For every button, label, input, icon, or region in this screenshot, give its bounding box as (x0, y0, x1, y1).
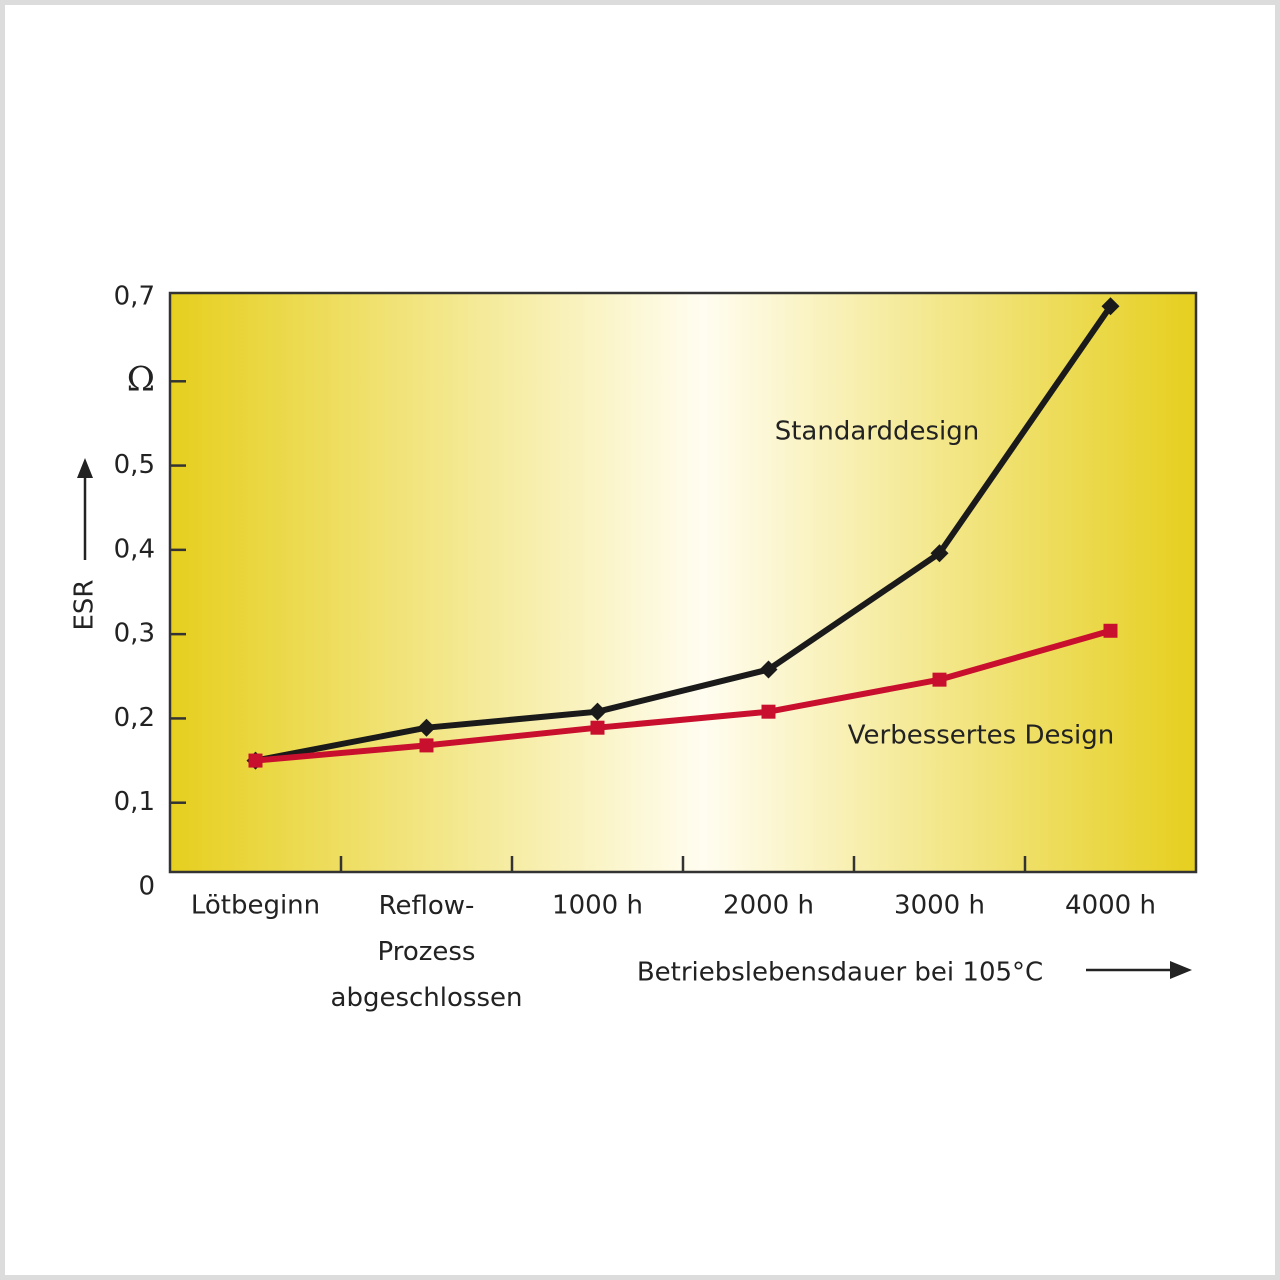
y-tick-label: 0,5 (114, 450, 155, 480)
marker (759, 660, 778, 679)
x-axis-label: Betriebslebensdauer bei 105°C (637, 958, 1043, 988)
y-tick-label: 0 (138, 872, 155, 902)
marker (588, 702, 607, 721)
marker (1101, 297, 1120, 316)
plot-area (168, 291, 1198, 874)
x-tick-label: 4000 h (1065, 891, 1156, 921)
y-axis-arrowhead (77, 458, 93, 478)
y-tick-label: 0,4 (114, 534, 155, 564)
x-axis-arrowhead (1170, 961, 1192, 979)
series-line (254, 304, 1113, 764)
x-tick-label: 1000 h (552, 891, 643, 921)
y-tick-label: 0,3 (114, 619, 155, 649)
x-tick-label: 3000 h (894, 891, 985, 921)
x-tick-label: 2000 h (723, 891, 814, 921)
marker (419, 738, 434, 753)
marker (930, 544, 949, 563)
marker (761, 704, 776, 719)
marker (417, 718, 436, 737)
marker (590, 720, 605, 735)
x-tick-label: Reflow-Prozess abgeschlossen (331, 891, 523, 1013)
x-tick-label: Lötbeginn (191, 891, 320, 921)
y-unit-label: Ω (127, 359, 155, 399)
y-axis-label: ESR (70, 580, 100, 631)
y-tick-label: 0,2 (114, 703, 155, 733)
marker (1103, 623, 1118, 638)
marker (932, 672, 947, 687)
series-line (255, 627, 1112, 764)
marker (248, 753, 263, 768)
y-tick-label: 0,7 (114, 282, 155, 312)
y-tick-label: 0,1 (114, 787, 155, 817)
series-label: Standarddesign (775, 417, 980, 447)
series-label: Verbessertes Design (848, 721, 1115, 751)
